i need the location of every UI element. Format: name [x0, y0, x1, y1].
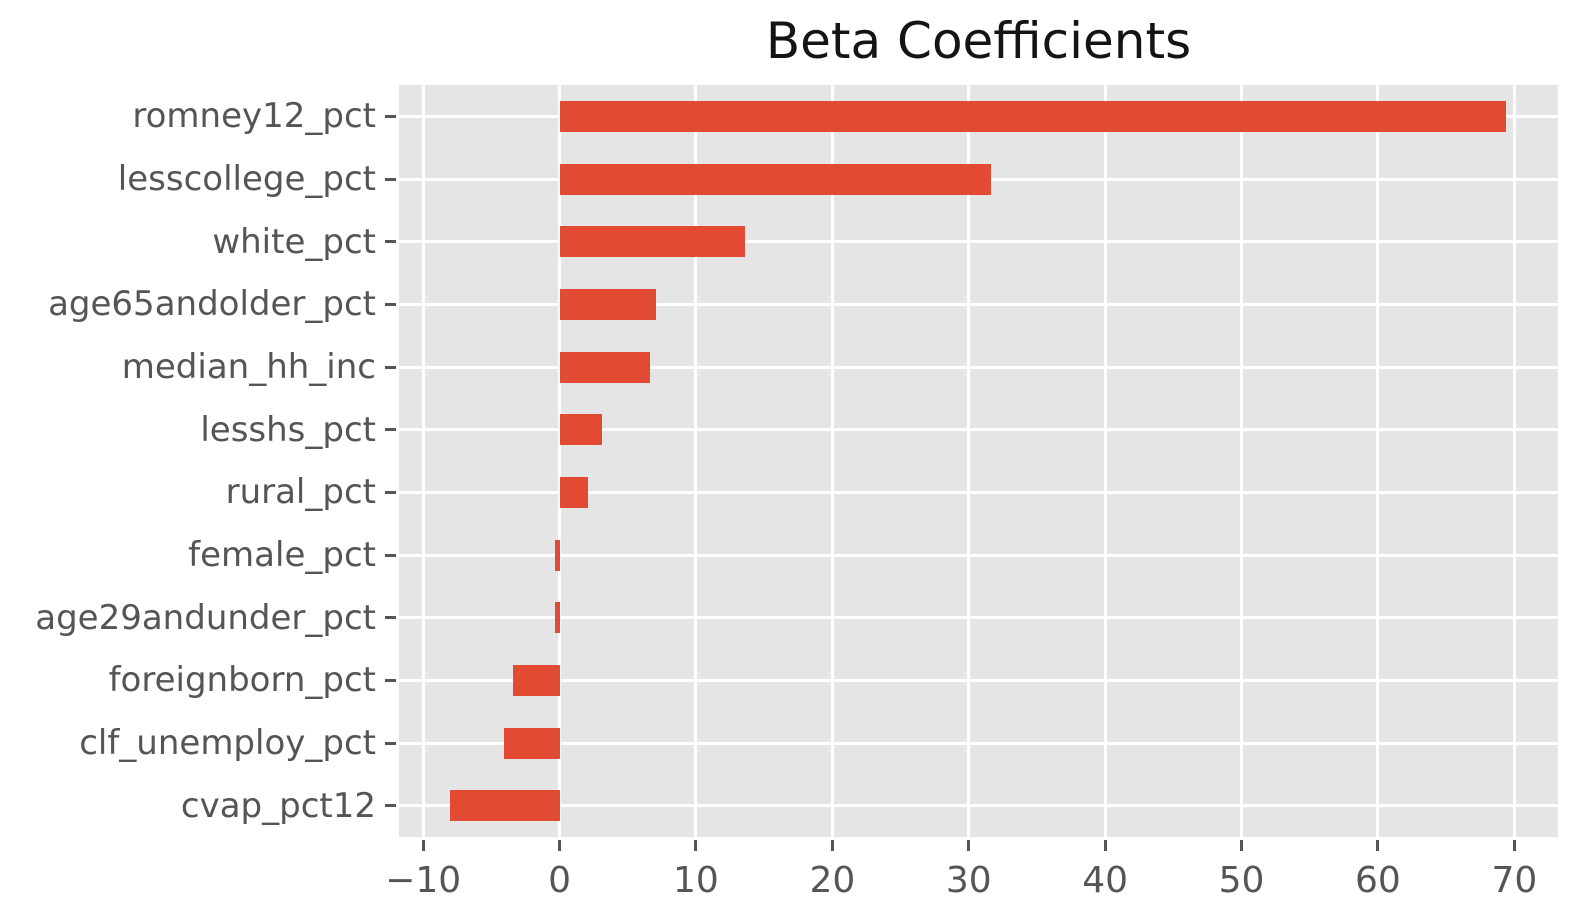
y-tick-mark — [385, 365, 396, 369]
gridline-vertical — [694, 85, 698, 837]
y-tick-label: lesshs_pct — [200, 409, 376, 450]
bar-foreignborn_pct — [513, 664, 560, 696]
gridline-horizontal — [399, 678, 1558, 682]
x-tick-mark — [694, 840, 698, 851]
y-tick-label: clf_unemploy_pct — [79, 723, 376, 763]
bar-white_pct — [559, 226, 746, 258]
y-tick-label: age65andolder_pct — [48, 284, 376, 325]
y-tick-label: female_pct — [188, 535, 376, 575]
y-tick-label: age29andunder_pct — [35, 597, 376, 638]
y-tick-label: romney12_pct — [132, 96, 376, 137]
gridline-vertical — [421, 85, 425, 837]
gridline-vertical — [558, 85, 562, 837]
gridline-vertical — [1512, 85, 1516, 837]
y-tick-mark — [385, 490, 396, 494]
x-tick-label: 40 — [1082, 860, 1129, 901]
y-tick-mark — [385, 553, 396, 557]
x-tick-label: 10 — [673, 860, 719, 901]
x-tick-mark — [558, 840, 562, 851]
bar-lesscollege_pct — [559, 163, 991, 195]
bar-cvap_pct12 — [450, 790, 560, 822]
y-tick-mark — [385, 302, 396, 306]
y-tick-label: rural_pct — [225, 472, 376, 513]
y-tick-label: median_hh_inc — [121, 347, 376, 387]
gridline-vertical — [1103, 85, 1107, 837]
bar-age29andunder_pct — [555, 602, 560, 634]
x-tick-label: 30 — [945, 860, 992, 901]
gridline-vertical — [1240, 85, 1244, 837]
x-tick-mark — [421, 840, 425, 851]
gridline-horizontal — [399, 240, 1558, 244]
gridline-horizontal — [399, 302, 1558, 306]
y-tick-label: cvap_pct12 — [180, 785, 376, 826]
gridline-vertical — [967, 85, 971, 837]
y-tick-mark — [385, 177, 396, 181]
x-tick-mark — [1512, 840, 1516, 851]
gridline-horizontal — [399, 741, 1558, 745]
y-tick-label: lesscollege_pct — [117, 159, 376, 199]
y-tick-label: white_pct — [212, 221, 376, 262]
gridline-horizontal — [399, 616, 1558, 620]
x-tick-mark — [1103, 840, 1107, 851]
bar-female_pct — [555, 539, 560, 571]
bar-rural_pct — [559, 476, 589, 508]
bar-lesshs_pct — [559, 414, 602, 446]
bar-romney12_pct — [559, 100, 1507, 132]
x-tick-label: 20 — [809, 860, 856, 901]
x-tick-label: 0 — [548, 860, 571, 901]
x-tick-mark — [830, 840, 834, 851]
bar-age65andolder_pct — [559, 288, 657, 320]
y-tick-mark — [385, 616, 396, 620]
plot-area — [399, 85, 1558, 837]
y-tick-label: foreignborn_pct — [108, 660, 376, 701]
y-tick-mark — [385, 240, 396, 244]
gridline-horizontal — [399, 490, 1558, 494]
y-tick-mark — [385, 428, 396, 432]
x-tick-label: 50 — [1218, 860, 1265, 901]
x-tick-mark — [1240, 840, 1244, 851]
y-tick-mark — [385, 678, 396, 682]
y-tick-mark — [385, 741, 396, 745]
y-tick-mark — [385, 804, 396, 808]
x-tick-mark — [967, 840, 971, 851]
gridline-horizontal — [399, 365, 1558, 369]
bar-median_hh_inc — [559, 351, 650, 383]
gridline-horizontal — [399, 804, 1558, 808]
x-tick-label: 60 — [1355, 860, 1401, 901]
chart-title: Beta Coefficients — [765, 12, 1192, 70]
gridline-horizontal — [399, 553, 1558, 557]
x-tick-label: −10 — [385, 860, 462, 901]
x-tick-mark — [1376, 840, 1380, 851]
gridline-horizontal — [399, 428, 1558, 432]
y-tick-mark — [385, 114, 396, 118]
gridline-vertical — [1376, 85, 1380, 837]
x-tick-label: 70 — [1491, 860, 1538, 901]
bar-clf_unemploy_pct — [503, 727, 560, 759]
gridline-vertical — [830, 85, 834, 837]
